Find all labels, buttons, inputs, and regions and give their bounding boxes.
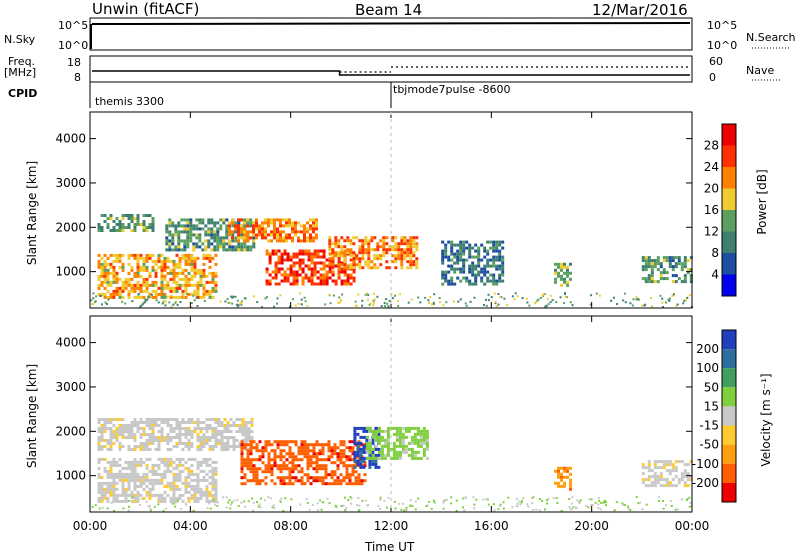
velocity-ytick-label-2: 2000 (55, 424, 86, 438)
colorbars: 4 8 12 16 20 24 28 -200 -100 -50 -15 15 50 100 200 (692, 123, 737, 503)
power-region-6 (328, 236, 419, 270)
power-colorbar-segment-4 (722, 210, 736, 232)
nsky-label: N.Sky (4, 33, 36, 46)
power-ytick-label-3: 3000 (55, 176, 86, 190)
velocity-colorbar-tick-2: -100 (692, 457, 719, 471)
power-region-7 (441, 240, 505, 286)
velocity-ytick-label-3: 3000 (55, 380, 86, 394)
velocity-colorbar-segment-7 (722, 444, 736, 464)
heatmap-panels (90, 214, 694, 512)
velocity-colorbar-frame (721, 329, 737, 503)
x-tick-label-6: 20:00 (574, 519, 609, 533)
velocity-region-3 (240, 440, 367, 486)
nsky-tick-low: 10^0 (58, 39, 89, 52)
x-tick-label-7: 00:00 (675, 519, 710, 533)
nsky-tick-high: 10^5 (58, 19, 89, 32)
velocity-colorbar-segment-3 (722, 368, 736, 388)
power-colorbar-label: Power [dB] (755, 169, 769, 235)
x-axis-label: Time UT (365, 540, 415, 554)
velocity-colorbar-tick-4: -15 (699, 419, 719, 433)
axes: 1000 2000 3000 4000 1000 2000 3000 4000 00:00 04:… (55, 111, 710, 533)
power-colorbar-segment-8 (722, 124, 736, 146)
nsky-trace (91, 22, 691, 25)
power-region-9 (641, 256, 693, 284)
velocity-y-axis-label: Slant Range [km] (25, 363, 39, 469)
power-region-4 (228, 218, 318, 243)
velocity-colorbar-label: Velocity [m s⁻¹] (759, 373, 773, 467)
velocity-colorbar-segment-8 (722, 463, 736, 483)
nave-tick-low: 0 (709, 71, 716, 84)
velocity-colorbar-segment-6 (722, 425, 736, 445)
velocity-colorbar-segment-1 (722, 330, 736, 350)
velocity-region-4 (353, 426, 381, 469)
velocity-region-2 (97, 418, 254, 451)
freq-unit-label: [MHz] (4, 66, 37, 79)
cpid-segment-2-label: tbjmode7pulse -8600 (393, 83, 511, 96)
freq-panel-frame (89, 55, 693, 83)
cpid-segment-1-label: themis 3300 (95, 95, 165, 108)
freq-label: Freq. (8, 55, 36, 68)
power-colorbar-tick-6: 24 (704, 160, 719, 174)
power-colorbar-segment-2 (722, 253, 736, 275)
power-region-1 (97, 253, 218, 299)
x-tick-label-3: 08:00 (273, 519, 308, 533)
velocity-colorbar-tick-8: 200 (696, 342, 719, 356)
freq-tick-low: 8 (74, 71, 81, 84)
nsearch-label: N.Search (746, 31, 796, 44)
velocity-ytick-label-4: 4000 (55, 336, 86, 350)
nsearch-tick-high: 10^5 (707, 19, 738, 32)
power-region-3 (165, 218, 256, 252)
velocity-colorbar-tick-1: -200 (692, 476, 719, 490)
power-colorbar-tick-5: 20 (704, 182, 719, 196)
velocity-colorbar-segment-2 (722, 349, 736, 369)
freq-tick-high: 18 (67, 56, 81, 69)
power-ytick-label-2: 2000 (55, 220, 86, 234)
date-title: 12/Mar/2016 (592, 1, 688, 19)
power-colorbar-segment-1 (722, 274, 736, 296)
velocity-colorbar-segment-9 (722, 482, 736, 502)
velocity-colorbar-segment-4 (722, 387, 736, 407)
power-colorbar-segment-7 (722, 145, 736, 167)
velocity-colorbar-segment-5 (722, 406, 736, 426)
power-region-2 (97, 214, 155, 232)
x-tick-label-1: 00:00 (73, 519, 108, 533)
power-colorbar-segment-5 (722, 188, 736, 210)
power-region-8 (554, 262, 572, 287)
velocity-ytick-label-1: 1000 (55, 469, 86, 483)
power-colorbar-tick-7: 28 (704, 139, 719, 153)
power-colorbar-segment-6 (722, 167, 736, 189)
power-colorbar-tick-4: 16 (704, 203, 719, 217)
velocity-colorbar-tick-7: 100 (696, 361, 719, 375)
velocity-region-7 (641, 460, 693, 488)
nave-tick-high: 60 (709, 55, 723, 68)
velocity-region-5 (365, 426, 429, 460)
power-ground-scatter (90, 292, 694, 308)
power-colorbar-frame (721, 123, 737, 297)
power-colorbar-segment-3 (722, 231, 736, 253)
velocity-region-6 (554, 466, 572, 491)
station-title: Unwin (fitACF) (92, 0, 200, 18)
power-y-axis-label: Slant Range [km] (25, 160, 39, 266)
velocity-ground-scatter (91, 496, 693, 512)
x-tick-label-4: 12:00 (374, 519, 409, 533)
strip-panels (89, 17, 790, 108)
power-colorbar-tick-2: 8 (711, 246, 719, 260)
x-tick-label-2: 04:00 (173, 519, 208, 533)
beam-title: Beam 14 (355, 1, 423, 19)
freq-trace (92, 70, 690, 76)
velocity-colorbar-tick-6: 50 (704, 380, 719, 394)
power-ytick-label-4: 4000 (55, 132, 86, 146)
power-ytick-label-1: 1000 (55, 265, 86, 279)
velocity-region-1 (97, 457, 218, 503)
power-colorbar-tick-3: 12 (704, 225, 719, 239)
velocity-colorbar-tick-5: 15 (704, 399, 719, 413)
power-colorbar-tick-1: 4 (711, 268, 719, 282)
nsearch-tick-low: 10^0 (707, 39, 738, 52)
cpid-label: CPID (8, 87, 38, 100)
nave-label: Nave (746, 64, 775, 77)
x-tick-label-5: 16:00 (474, 519, 509, 533)
velocity-colorbar-tick-3: -50 (699, 438, 719, 452)
